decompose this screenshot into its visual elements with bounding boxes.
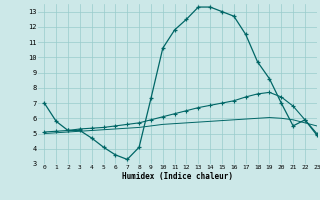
X-axis label: Humidex (Indice chaleur): Humidex (Indice chaleur) <box>122 172 233 181</box>
